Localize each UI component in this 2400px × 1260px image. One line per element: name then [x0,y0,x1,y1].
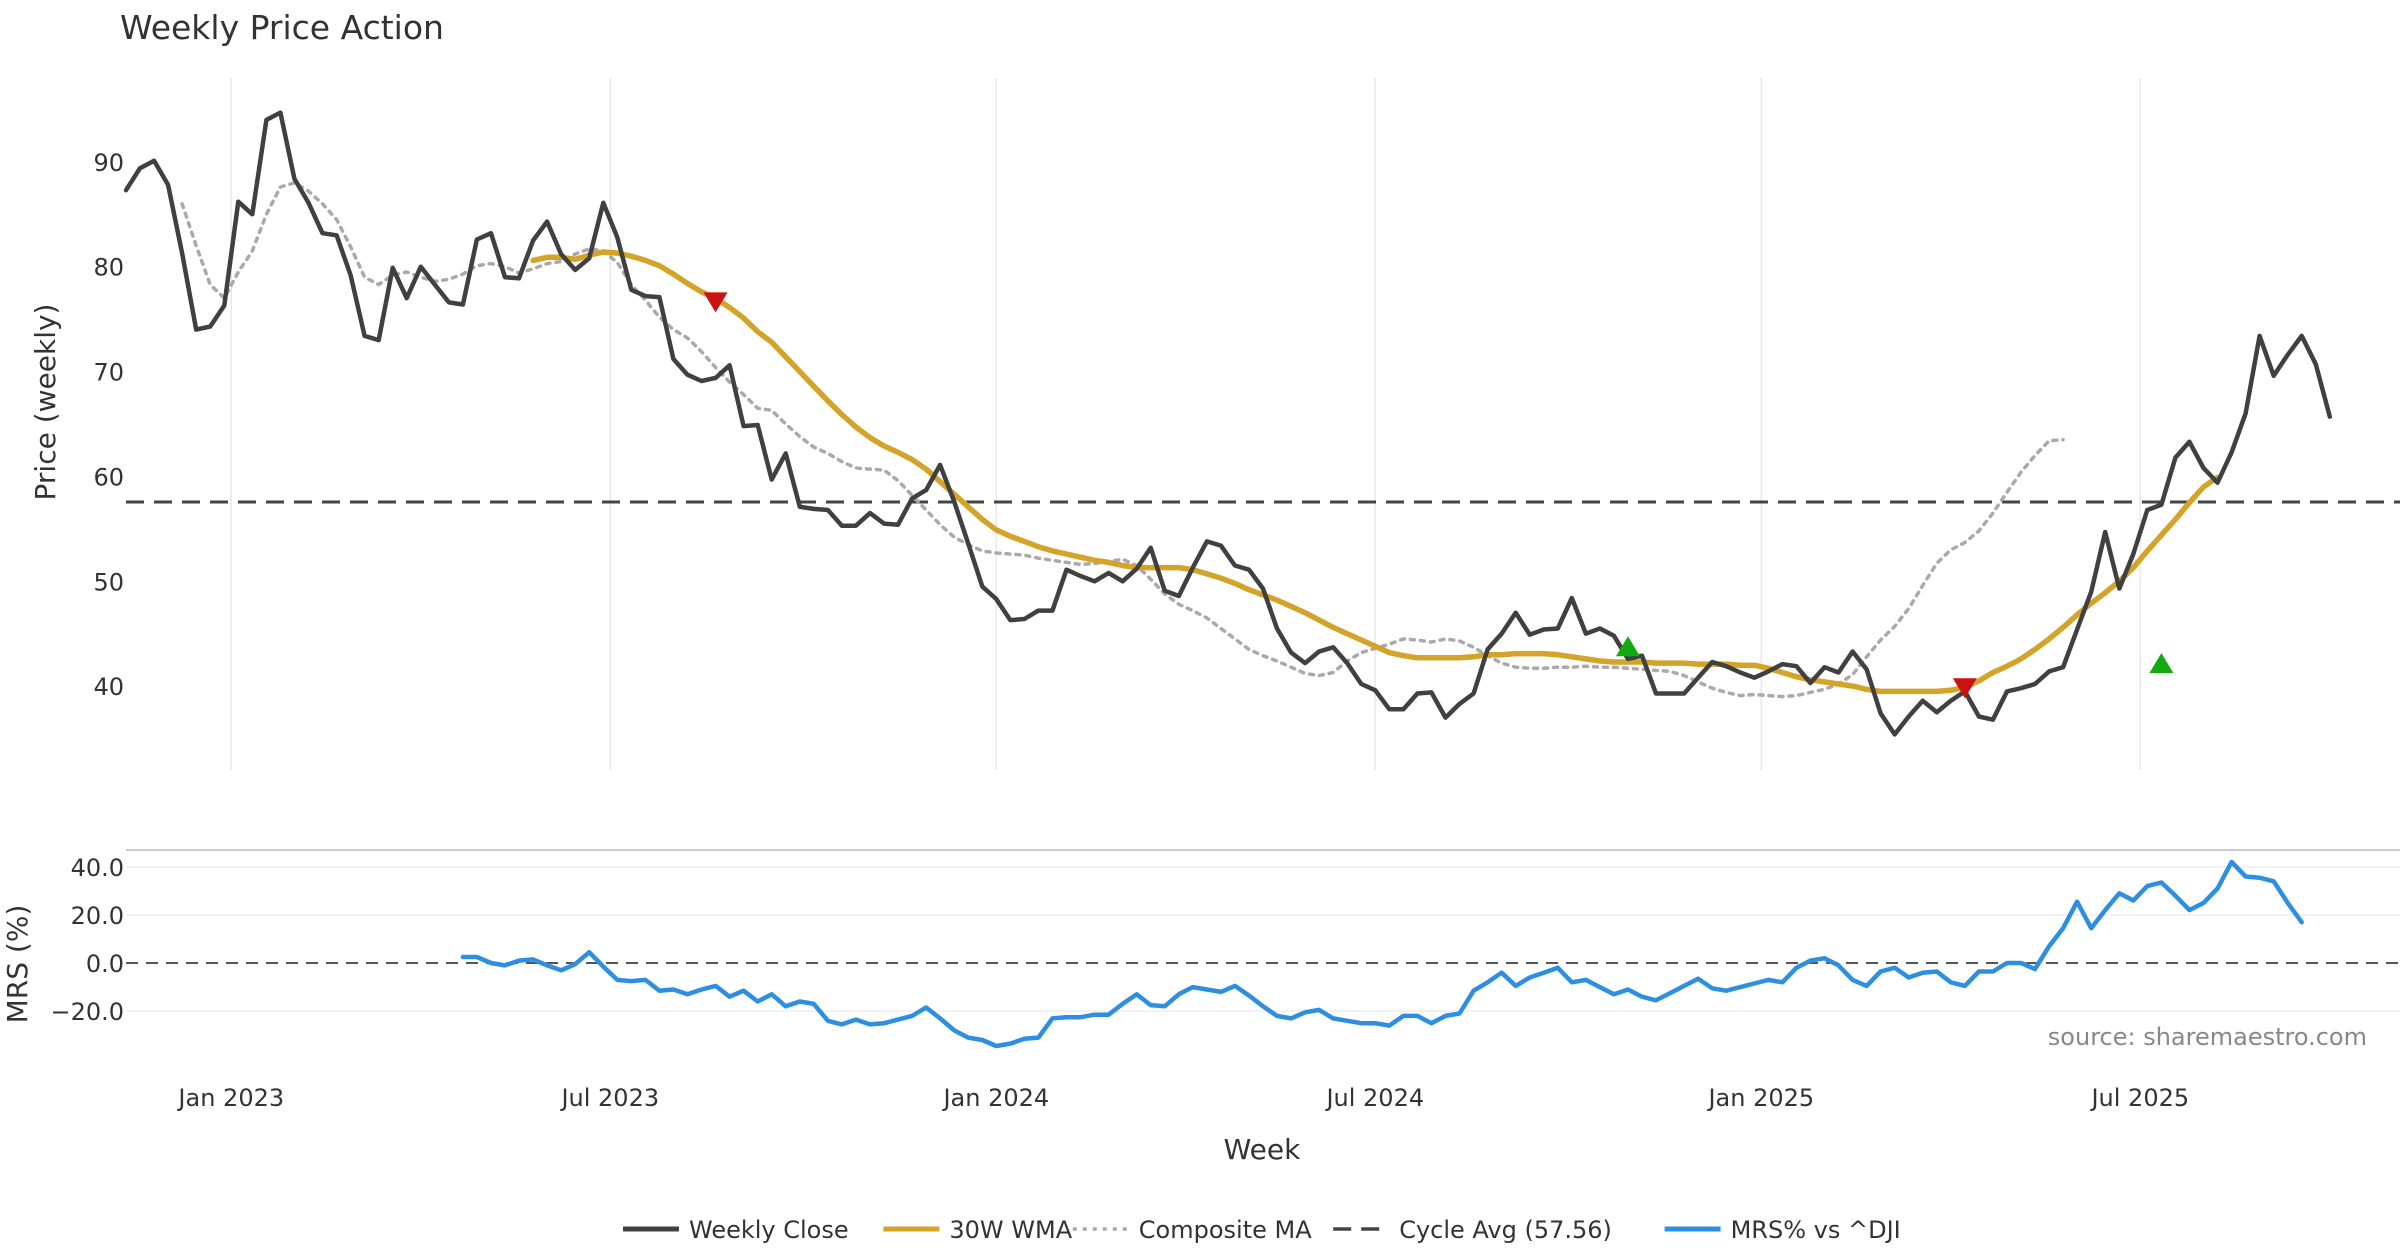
x-tick-1: Jul 2023 [559,1084,659,1112]
mrs-y-axis-title: MRS (%) [1,905,34,1024]
price-y-tick-1: 50 [93,568,124,596]
mrs-y-tick-2: 0.0 [86,950,124,978]
mrs-y-tick-3: −20.0 [50,998,124,1026]
mrs-y-tick-0: 40.0 [71,854,124,882]
price-y-tick-2: 60 [93,463,124,491]
mrs-y-tick-1: 20.0 [71,902,124,930]
x-tick-2: Jan 2024 [941,1084,1049,1112]
mrs-panel-grid [126,849,2400,1012]
x-axis-title: Week [1224,1133,1301,1166]
buy-signal-marker-3 [2149,653,2174,674]
sell-signal-marker-0 [703,292,728,313]
legend-label-cycle-avg-57-56: Cycle Avg (57.56) [1399,1216,1612,1244]
price-panel-y-ticks: 40 50 60 70 80 90 [93,149,124,701]
price-y-tick-3: 70 [93,359,124,387]
price-panel-grid [230,78,2142,770]
legend-label-composite-ma: Composite MA [1139,1216,1312,1244]
chart-legend: Weekly Close 30W WMA Composite MA Cycle Avg… [623,1216,1901,1244]
sell-signal-marker-2 [1952,678,1977,699]
x-tick-3: Jul 2024 [1324,1084,1424,1112]
price-y-axis-title: Price (weekly) [29,304,62,501]
buy-signal-marker-1 [1615,636,1640,657]
price-panel-signals [703,292,2174,699]
legend-label-mrs-vs-dji: MRS% vs ^DJI [1731,1216,1901,1244]
x-tick-0: Jan 2023 [176,1084,284,1112]
x-tick-4: Jan 2025 [1706,1084,1814,1112]
chart-title: Weekly Price Action [120,8,444,47]
x-axis-ticks: Jan 2023 Jul 2023 Jan 2024 Jul 2024 Jan 2025… [176,1084,2189,1112]
price-y-tick-4: 80 [93,254,124,282]
price-y-tick-0: 40 [93,673,124,701]
mrs-line [460,859,2304,1049]
legend-label-30w-wma: 30W WMA [949,1216,1072,1244]
price-y-tick-5: 90 [93,149,124,177]
x-tick-5: Jul 2025 [2089,1084,2189,1112]
30w-wma-line [530,249,2221,695]
legend-label-weekly-close: Weekly Close [689,1216,849,1244]
source-attribution: source: sharemaestro.com [2048,1023,2367,1051]
mrs-panel-y-ticks: 40.0 20.0 0.0 −20.0 [50,854,124,1026]
composite-ma-line [180,181,2065,699]
mrs-panel-series [460,859,2304,1049]
